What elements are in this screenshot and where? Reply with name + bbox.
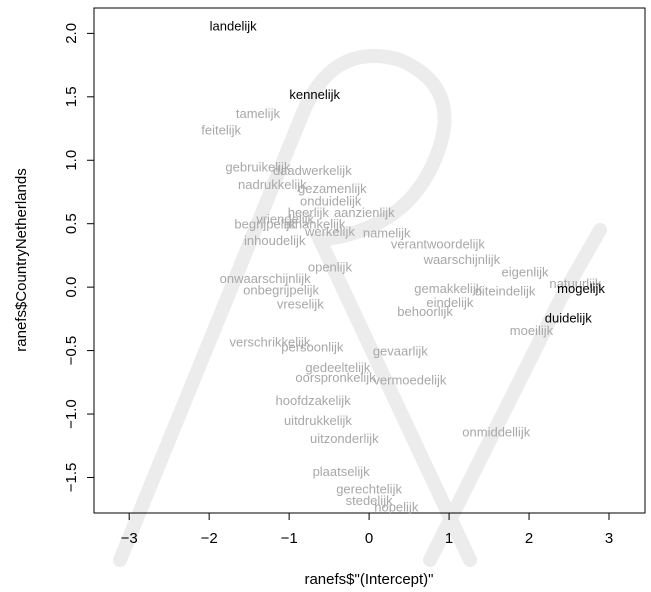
x-axis-title: ranefs$"(Intercept)" (304, 571, 433, 588)
word-point: duidelijk (545, 310, 592, 325)
word-point: hoofdzakelijk (276, 393, 352, 408)
y-axis-title: ranefs$CountryNetherlands (13, 168, 30, 351)
word-point: mogelijk (557, 281, 605, 296)
word-point: kennelijk (289, 87, 340, 102)
word-point: gebruikelijk (225, 159, 291, 174)
y-tick-label: 2.0 (63, 23, 80, 44)
word-point: aanzienlijk (334, 205, 395, 220)
x-tick-label: 3 (605, 530, 613, 547)
word-point: gedeeltelijk (305, 360, 371, 375)
word-point: namelijk (363, 225, 411, 240)
watermark-stroke (113, 49, 477, 567)
word-point: eindelijk (426, 295, 473, 310)
word-point: persoonlijk (281, 339, 344, 354)
y-tick-label: 1.0 (63, 150, 80, 171)
x-tick-label: −1 (281, 530, 298, 547)
word-point: begrijpelijk (234, 216, 296, 231)
word-point: eigenlijk (502, 265, 549, 280)
y-tick-label: 1.5 (63, 86, 80, 107)
word-point: oorspronkelijk (295, 370, 376, 385)
word-point: behoorlijk (397, 304, 453, 319)
word-point: hopelijk (374, 499, 419, 514)
word-point: daadwerkelijk (273, 163, 352, 178)
word-point: gemakkelijk (414, 281, 482, 296)
word-point: feitelijk (201, 123, 241, 138)
word-point: tamelijk (236, 106, 281, 121)
word-point: werkelijk (304, 224, 355, 239)
x-tick-label: −2 (201, 530, 218, 547)
word-point: uitdrukkelijk (284, 413, 352, 428)
y-tick-label: 0.0 (63, 277, 80, 298)
word-point: uiteindelijk (475, 284, 536, 299)
word-point: landelijk (210, 18, 257, 33)
x-tick-label: 2 (525, 530, 533, 547)
y-tick-label: −1.0 (63, 399, 80, 429)
word-point: inhoudelijk (244, 233, 306, 248)
y-tick-label: −1.5 (63, 463, 80, 493)
word-point: onmiddellijk (462, 425, 530, 440)
word-point: verschrikkelijk (229, 334, 310, 349)
word-point: plaatselijk (313, 464, 371, 479)
x-tick-label: 1 (445, 530, 453, 547)
word-point: vermoedelijk (373, 372, 446, 387)
y-tick-label: 0.5 (63, 213, 80, 234)
word-point: afhankelijk (284, 216, 346, 231)
word-point: vriendelijk (256, 211, 314, 226)
word-point: onduidelijk (300, 194, 362, 209)
x-tick-label: 0 (365, 530, 373, 547)
word-point: stedelijk (346, 493, 393, 508)
word-point: uitzonderlijk (310, 431, 379, 446)
x-tick-label: −3 (121, 530, 138, 547)
word-point: nadrukkelijk (238, 177, 307, 192)
word-point: vreselijk (277, 296, 324, 311)
watermark (113, 49, 607, 567)
word-point: gezamenlijk (298, 181, 367, 196)
word-point: onwaarschijnlijk (220, 271, 312, 286)
word-point: gerechtelijk (336, 482, 402, 497)
y-tick-label: −0.5 (63, 336, 80, 366)
word-point: moeilijk (510, 323, 554, 338)
word-point: openlijk (308, 260, 353, 275)
word-point: onbegrijpelijk (243, 282, 319, 297)
word-point: heerlijk (288, 205, 330, 220)
word-point: natuurlijk (549, 276, 602, 291)
word-point: gevaarlijk (373, 343, 428, 358)
watermark-stroke (423, 223, 607, 567)
word-point: verantwoordelijk (391, 237, 485, 252)
word-point: waarschijnlijk (423, 252, 501, 267)
